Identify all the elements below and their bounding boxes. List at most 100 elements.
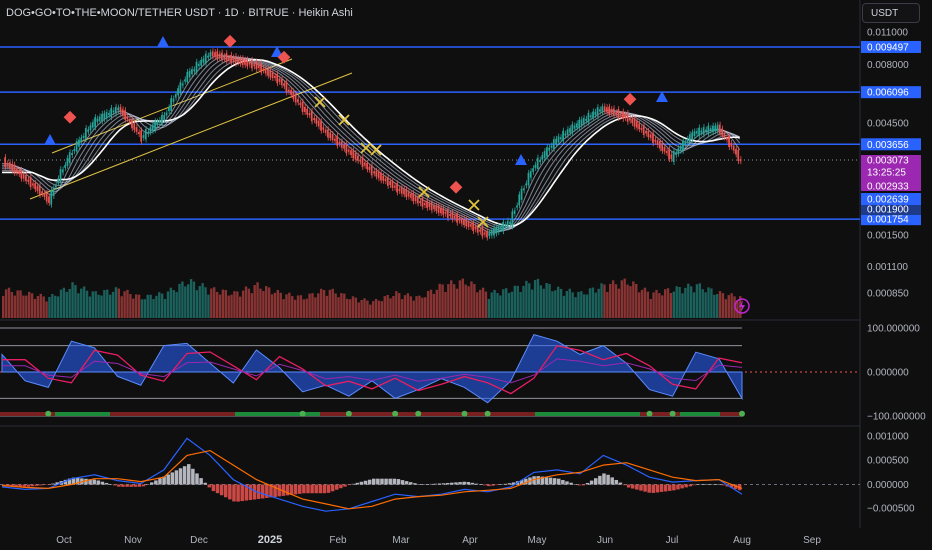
- volume-bar: [184, 286, 187, 318]
- level-price-tag-bg: [861, 138, 921, 151]
- candle: [172, 98, 175, 102]
- volume-bar: [230, 294, 233, 318]
- candle: [361, 157, 364, 167]
- candle: [165, 112, 168, 116]
- volume-bar: [317, 293, 320, 318]
- volume-bar: [262, 290, 265, 318]
- macd-histogram-bar: [466, 482, 471, 485]
- macd-histogram-bar: [174, 470, 179, 485]
- price-tick-label: 0.004500: [867, 119, 909, 130]
- macd-histogram-bar: [692, 484, 697, 486]
- volume-bar: [707, 287, 710, 318]
- macd-histogram-bar: [618, 482, 623, 485]
- macd-histogram-bar: [511, 482, 516, 485]
- volume-bar: [42, 296, 45, 318]
- candle: [608, 106, 610, 115]
- macd-histogram-bar: [721, 484, 725, 486]
- candle: [645, 130, 647, 134]
- macd-histogram-bar: [236, 484, 240, 502]
- level-price-tag: 0.006096: [867, 88, 909, 99]
- candle: [400, 187, 403, 194]
- x-axis-label: Dec: [190, 535, 208, 546]
- volume-bar: [519, 292, 522, 318]
- candle: [605, 107, 608, 112]
- macd-histogram-bar: [322, 484, 327, 494]
- candle: [306, 108, 309, 115]
- macd-histogram-bar: [483, 484, 487, 486]
- volume-bar: [528, 283, 531, 318]
- macd-histogram-bar: [700, 484, 705, 485]
- oscillator-panel: [0, 327, 860, 417]
- volume-bar: [28, 291, 31, 318]
- candle: [368, 166, 371, 170]
- candle: [138, 132, 140, 135]
- macd-histogram-bar: [577, 484, 582, 486]
- candle: [557, 136, 560, 143]
- candle: [61, 169, 64, 173]
- macd-histogram-bar: [289, 484, 294, 495]
- volume-bar: [259, 288, 262, 318]
- candle: [460, 217, 463, 224]
- candle: [659, 141, 661, 149]
- lightning-icon[interactable]: [734, 298, 750, 314]
- macd-histogram-bar: [367, 479, 372, 485]
- candle: [158, 120, 161, 123]
- candle: [343, 144, 345, 149]
- volume-bar: [74, 285, 77, 318]
- macd-histogram-bar: [47, 484, 51, 485]
- volume-bar: [296, 295, 300, 318]
- macd-histogram-bar: [133, 484, 138, 487]
- candle: [287, 89, 290, 92]
- volume-bar: [241, 290, 245, 318]
- volume-bar: [169, 287, 173, 318]
- volume-bar: [484, 291, 488, 318]
- candle: [64, 164, 66, 168]
- volume-bar: [467, 286, 470, 318]
- candle: [322, 127, 325, 130]
- candle: [735, 148, 737, 155]
- candle: [55, 184, 57, 188]
- volume-bar: [82, 286, 86, 318]
- macd-histogram-bar: [602, 473, 606, 485]
- candle: [442, 208, 445, 215]
- candle: [27, 179, 30, 182]
- x-axis: Oct Nov Dec 2025 Feb Mar Apr May Jun Jul Aug Sep: [56, 534, 821, 546]
- volume-bar: [646, 291, 649, 318]
- volume-bar: [343, 293, 346, 318]
- osc-state-strip: [0, 412, 742, 416]
- level-price-tag-bg: [861, 213, 921, 226]
- candle: [405, 189, 408, 198]
- macd-histogram-bar: [532, 476, 536, 485]
- candle: [695, 131, 698, 134]
- candle: [375, 170, 378, 177]
- osc-state-strip-up: [55, 412, 110, 416]
- volume-bar: [198, 286, 201, 318]
- buy-signal-triangle: [157, 36, 169, 47]
- volume-bar: [643, 287, 647, 318]
- volume-bar: [652, 292, 655, 318]
- volume-bar: [357, 302, 360, 318]
- volume-bar: [481, 287, 485, 318]
- price-tick-label: 0.011000: [867, 28, 908, 39]
- volume-bar: [695, 284, 699, 318]
- currency-unit-button[interactable]: USDT: [862, 3, 920, 23]
- macd-histogram-bar: [55, 482, 59, 485]
- candle: [652, 133, 654, 144]
- candle: [338, 141, 341, 144]
- volume-bar: [345, 298, 349, 318]
- level-b-tag-bg: [861, 193, 921, 205]
- candle: [702, 127, 705, 135]
- volume-bar: [611, 280, 615, 318]
- candle: [73, 149, 76, 152]
- candle: [571, 124, 574, 134]
- x-axis-label: Feb: [329, 535, 347, 546]
- volume-bar: [2, 295, 5, 318]
- buy-signal-triangle: [271, 46, 283, 57]
- volume-bar: [189, 279, 193, 318]
- volume-bar: [123, 291, 126, 318]
- x-axis-label: Jun: [597, 535, 613, 546]
- macd-histogram-bar: [330, 484, 335, 492]
- candle: [200, 59, 202, 66]
- candle: [96, 118, 99, 122]
